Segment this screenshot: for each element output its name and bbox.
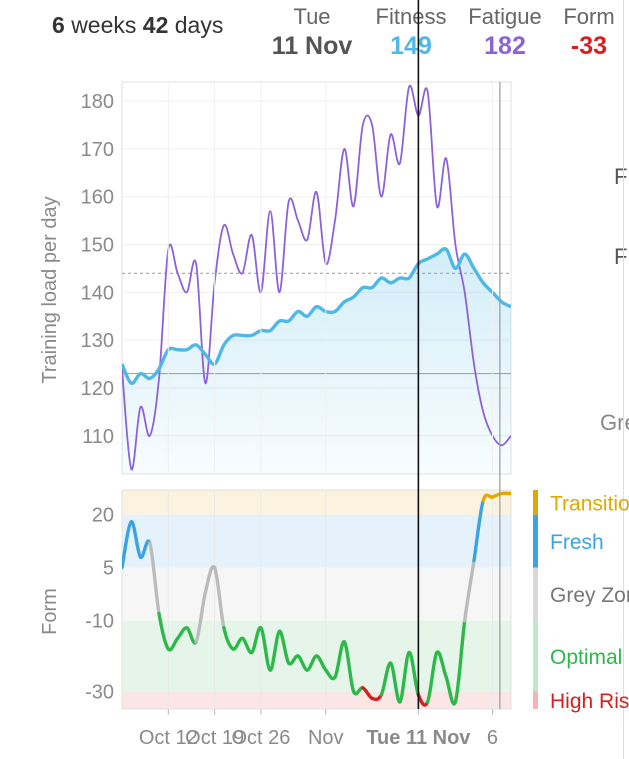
zone-legend-swatch <box>533 490 538 515</box>
selected-date-value: 11 Nov <box>271 32 353 60</box>
x-tick-label: 6 <box>487 727 498 749</box>
fatigue-line <box>122 84 511 471</box>
form-line-segment <box>129 520 143 559</box>
zone-legend-label: Transition <box>550 492 629 515</box>
fitness-readout: Fitness 149 <box>365 4 457 61</box>
form-line-segment <box>212 566 226 630</box>
form-y-tick-label: -30 <box>85 681 114 703</box>
form-line-segment <box>194 590 208 644</box>
form-y-tick-label: -10 <box>85 611 114 633</box>
load-y-tick-label: 110 <box>82 426 114 448</box>
form-y-tick-label: 5 <box>103 558 114 580</box>
zone-legend-label: Grey Zone <box>550 584 629 607</box>
range-days-value: 42 <box>142 12 169 38</box>
zone-legend-swatch <box>533 691 538 709</box>
form-line-segment <box>453 619 467 704</box>
side-panel-label-2: F <box>614 244 628 269</box>
form-line-segment <box>472 498 485 563</box>
selection-overlay <box>417 0 501 709</box>
fitness-area <box>122 248 511 474</box>
load-y-tick-label: 150 <box>81 235 114 257</box>
form-y-axis-label: Form <box>39 588 61 635</box>
form-line-segment <box>425 650 439 704</box>
range-days-unit: days <box>174 12 224 38</box>
side-panel-label-1: F <box>614 164 628 189</box>
fatigue-value: 182 <box>484 32 526 60</box>
zone-band <box>122 490 511 515</box>
form-plot-frame <box>121 489 512 710</box>
form-y-tick-label: 20 <box>92 505 114 527</box>
form-readout: Form -33 <box>552 4 626 61</box>
zone-band <box>122 567 511 621</box>
x-tick-label: Nov <box>308 727 344 749</box>
load-y-axis-label: Training load per day <box>39 196 61 383</box>
form-line-segment <box>277 629 291 665</box>
load-y-tick-label: 130 <box>81 330 114 352</box>
fitness-value: 149 <box>390 32 432 60</box>
zone-band <box>122 514 511 568</box>
form-plot-area: Transition Fresh Grey Zone Optimal High Risk… <box>39 489 629 749</box>
form-line-segment <box>463 558 476 623</box>
load-y-tick-label: 180 <box>81 91 114 113</box>
zone-legend-swatch <box>533 567 538 621</box>
load-series-group <box>122 84 511 474</box>
x-tick-label: Oct 19 <box>185 727 244 749</box>
panel-divider <box>623 0 624 759</box>
load-plot-area: 110 120 130 140 150 160 170 180 Training load pe… <box>39 81 512 475</box>
load-y-tick-label: 120 <box>81 378 114 400</box>
x-tick-label: Oct 26 <box>231 727 290 749</box>
side-panel-label-3: Gre <box>600 410 629 435</box>
load-y-tick-label: 140 <box>81 282 114 304</box>
load-y-tick-label: 170 <box>81 139 114 161</box>
range-weeks-value: 6 <box>52 12 65 38</box>
form-line-segment <box>342 640 356 693</box>
zone-legend-label: Fresh <box>550 531 604 554</box>
x-tick-label: Tue 11 Nov <box>366 727 471 749</box>
zone-legend-swatch <box>533 514 538 568</box>
form-value: -33 <box>570 32 608 60</box>
form-line-segment <box>148 541 161 616</box>
form-label: Form <box>563 4 615 29</box>
zone-legend-label: High Risk <box>550 690 629 713</box>
form-line-segment <box>398 650 411 704</box>
x-tick-label: Oct 12 <box>139 727 198 749</box>
zone-legend-label: Optimal <box>550 646 622 669</box>
range-weeks-unit: weeks <box>71 12 137 38</box>
fitness-line <box>122 247 511 385</box>
selected-day-name: Tue <box>293 4 331 29</box>
fatigue-label: Fatigue <box>468 4 542 29</box>
form-series-group <box>122 491 511 707</box>
zone-band <box>122 691 511 709</box>
fitness-label: Fitness <box>375 4 447 29</box>
load-y-tick-label: 160 <box>81 187 114 209</box>
zone-legend-swatch <box>533 620 538 692</box>
form-line-segment <box>435 650 448 679</box>
fatigue-readout: Fatigue 182 <box>460 4 550 61</box>
selected-date: Tue 11 Nov <box>262 4 362 61</box>
date-range[interactable]: 6 weeks 42 days <box>52 12 223 39</box>
